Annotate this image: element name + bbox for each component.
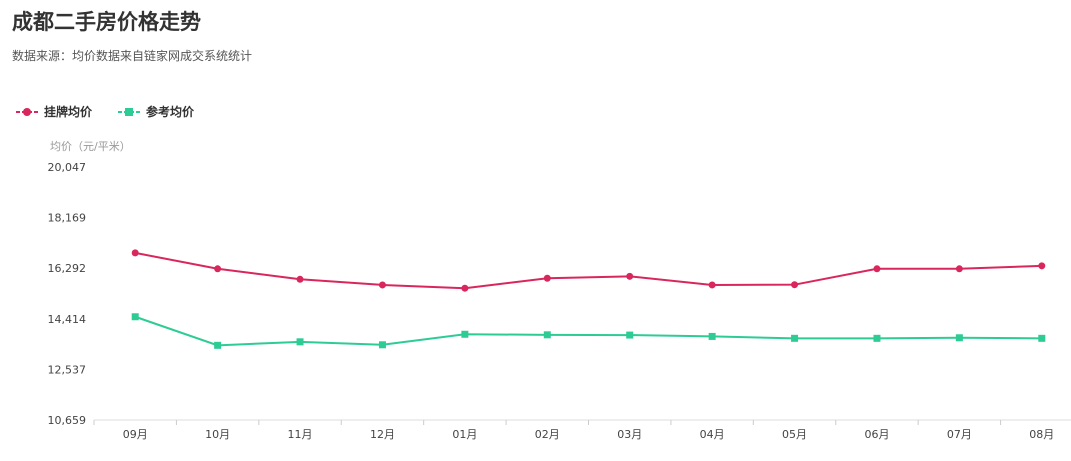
data-point: [296, 275, 304, 283]
data-point: [296, 338, 304, 346]
legend: 挂牌均价 参考均价: [16, 103, 194, 120]
data-point: [626, 272, 634, 280]
data-point: [214, 265, 222, 273]
legend-label-listing: 挂牌均价: [44, 105, 93, 119]
x-tick-label: 02月: [535, 428, 560, 441]
chart-title: 成都二手房价格走势: [12, 10, 201, 34]
y-tick-label: 10,659: [48, 414, 87, 427]
chart-subtitle: 数据来源：均价数据来自链家网成交系统统计: [12, 49, 253, 63]
x-tick-label: 12月: [370, 428, 395, 441]
x-tick-label: 09月: [123, 428, 148, 441]
y-axis-label: 均价（元/平米）: [50, 140, 131, 153]
data-point: [791, 281, 799, 289]
data-point: [543, 331, 551, 339]
x-tick-label: 05月: [782, 428, 807, 441]
y-tick-label: 14,414: [48, 313, 87, 326]
x-tick-label: 11月: [288, 428, 313, 441]
data-point: [708, 281, 716, 289]
legend-line-square-icon: [118, 107, 141, 116]
data-point: [214, 341, 222, 349]
y-tick-label: 20,047: [48, 161, 87, 174]
data-point: [626, 331, 634, 339]
x-tick-label: 08月: [1029, 428, 1054, 441]
x-tick-label: 01月: [452, 428, 477, 441]
data-point: [873, 334, 881, 342]
data-point: [378, 281, 386, 289]
x-tick-label: 07月: [947, 428, 972, 441]
data-point: [791, 334, 799, 342]
series-line-1: [135, 251, 1042, 290]
data-point: [955, 334, 963, 342]
data-point: [955, 265, 963, 273]
legend-label-reference: 参考均价: [146, 105, 195, 119]
x-tick-label: 10月: [205, 428, 230, 441]
legend-item-reference[interactable]: 参考均价: [118, 103, 194, 120]
y-tick-label: 18,169: [48, 212, 87, 225]
legend-line-circle-icon: [16, 107, 38, 116]
data-point: [461, 284, 469, 292]
data-point: [461, 330, 469, 338]
data-point: [1038, 262, 1046, 270]
data-point: [1038, 334, 1046, 342]
legend-item-listing[interactable]: 挂牌均价: [16, 103, 92, 120]
x-tick-label: 04月: [700, 428, 725, 441]
data-point: [543, 274, 551, 282]
x-tick-label: 06月: [864, 428, 889, 441]
data-point: [378, 341, 386, 349]
x-tick-label: 03月: [617, 428, 642, 441]
data-point: [131, 249, 139, 257]
y-tick-label: 12,537: [48, 363, 87, 376]
data-point: [131, 313, 139, 321]
data-point: [873, 265, 881, 273]
series-line-2: [134, 315, 1042, 347]
y-tick-label: 16,292: [48, 262, 87, 275]
data-point: [708, 332, 716, 340]
